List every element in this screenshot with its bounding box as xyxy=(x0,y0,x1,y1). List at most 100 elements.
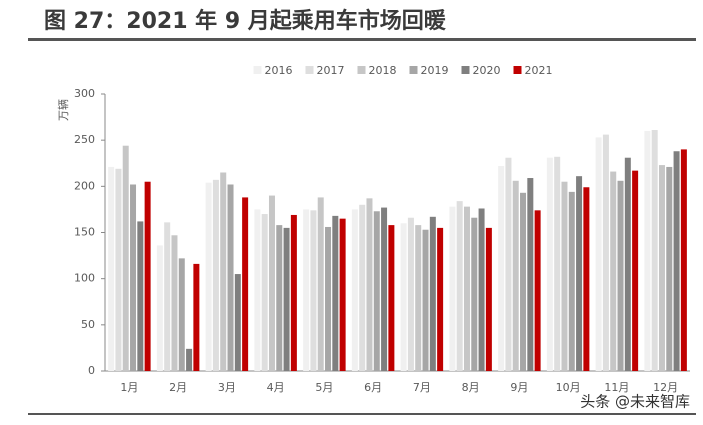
bar xyxy=(644,130,651,371)
bar xyxy=(463,206,470,371)
legend-label: 2019 xyxy=(421,64,449,77)
x-tick-label: 8月 xyxy=(462,381,480,394)
x-tick-label: 9月 xyxy=(510,381,528,394)
bar xyxy=(651,130,658,371)
bar xyxy=(254,209,261,371)
bar xyxy=(632,170,639,371)
legend-label: 2016 xyxy=(265,64,293,77)
bar xyxy=(373,211,380,371)
bar xyxy=(310,210,317,371)
bar xyxy=(437,227,444,371)
x-tick-label: 12月 xyxy=(653,381,678,394)
bar xyxy=(546,157,553,371)
legend-label: 2017 xyxy=(317,64,345,77)
legend-swatch xyxy=(513,66,522,74)
bar xyxy=(283,227,290,371)
y-tick-label: 50 xyxy=(81,318,95,331)
bar xyxy=(422,229,429,371)
bar xyxy=(212,179,219,371)
bar xyxy=(137,221,144,371)
x-tick-label: 5月 xyxy=(315,381,333,394)
legend-swatch xyxy=(253,66,262,74)
y-tick-label: 100 xyxy=(74,272,95,285)
x-tick-label: 7月 xyxy=(413,381,431,394)
bar xyxy=(144,181,151,371)
bar xyxy=(303,209,310,371)
bar xyxy=(325,226,332,371)
bar xyxy=(400,223,407,371)
bar xyxy=(658,165,665,371)
legend-swatch xyxy=(461,66,470,74)
x-tick-label: 1月 xyxy=(120,381,138,394)
y-tick-label: 300 xyxy=(74,87,95,100)
bar xyxy=(456,201,463,371)
bar xyxy=(205,182,212,371)
bar xyxy=(332,215,339,371)
watermark: 头条 @未来智库 xyxy=(580,393,690,411)
x-tick-label: 11月 xyxy=(604,381,629,394)
bar xyxy=(568,191,575,371)
y-tick-label: 200 xyxy=(74,179,95,192)
bar xyxy=(595,137,602,371)
bar xyxy=(624,157,631,371)
bar xyxy=(276,225,283,371)
x-tick-label: 4月 xyxy=(267,381,285,394)
bar xyxy=(227,184,234,371)
bar xyxy=(583,187,590,371)
y-tick-label: 0 xyxy=(88,364,95,377)
bar xyxy=(602,134,609,371)
bar xyxy=(261,214,268,371)
title-rule xyxy=(28,38,696,41)
bar xyxy=(512,180,519,371)
bar xyxy=(164,222,171,371)
bar xyxy=(680,149,687,371)
bar xyxy=(220,172,227,371)
bar xyxy=(317,197,324,371)
bar xyxy=(193,263,200,371)
bar xyxy=(366,198,373,371)
bar xyxy=(576,176,583,371)
bar xyxy=(429,216,436,371)
legend-swatch xyxy=(357,66,366,74)
bar xyxy=(617,180,624,371)
bar xyxy=(339,218,346,371)
bar xyxy=(130,184,137,371)
bar xyxy=(381,207,388,371)
bar xyxy=(505,157,512,371)
legend-swatch xyxy=(409,66,418,74)
legend-label: 2021 xyxy=(525,64,553,77)
bar xyxy=(666,166,673,371)
bar xyxy=(242,197,249,371)
bar xyxy=(415,225,422,371)
bar xyxy=(122,145,129,371)
bar xyxy=(520,192,527,371)
bar xyxy=(561,181,568,371)
bar xyxy=(534,210,541,371)
y-tick-label: 250 xyxy=(74,133,95,146)
bar xyxy=(115,168,122,371)
bar xyxy=(178,258,185,371)
legend-label: 2020 xyxy=(473,64,501,77)
chart-title: 图 27：2021 年 9 月起乘用车市场回暖 xyxy=(44,8,447,34)
y-axis-label: 万辆 xyxy=(56,99,70,121)
bar xyxy=(527,178,534,371)
bar xyxy=(108,166,115,371)
bar xyxy=(673,151,680,371)
y-tick-label: 150 xyxy=(74,226,95,239)
bar xyxy=(156,245,163,371)
bar xyxy=(171,235,178,371)
legend-label: 2018 xyxy=(369,64,397,77)
bar xyxy=(610,171,617,371)
bar xyxy=(407,217,414,371)
bar xyxy=(268,195,275,371)
bottom-rule xyxy=(28,413,696,415)
legend-swatch xyxy=(305,66,314,74)
x-tick-label: 3月 xyxy=(218,381,236,394)
x-tick-label: 10月 xyxy=(556,381,581,394)
bar xyxy=(485,227,492,371)
bar xyxy=(388,225,395,371)
bar xyxy=(471,217,478,371)
bar xyxy=(351,209,358,371)
x-tick-label: 2月 xyxy=(169,381,187,394)
